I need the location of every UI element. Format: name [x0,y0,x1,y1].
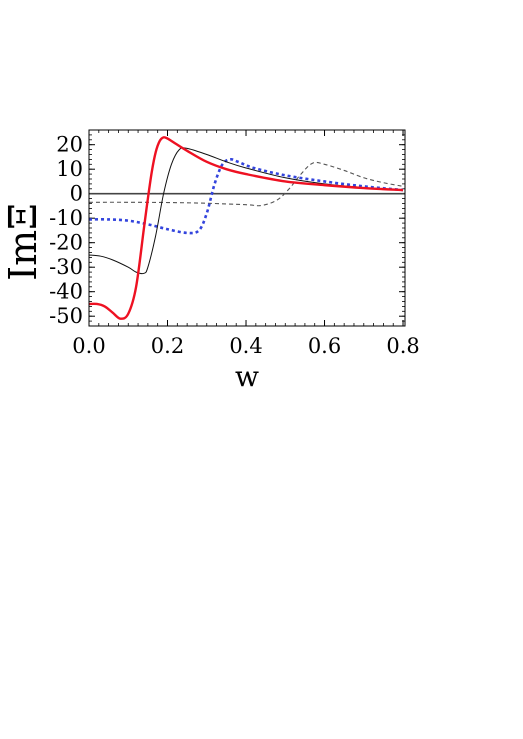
y-tick-label: -40 [49,280,83,304]
y-tick-label: 10 [56,157,83,181]
x-tick-label: 0.8 [386,334,419,358]
series-line-1 [88,161,404,207]
y-axis-label: ImΞ [1,203,45,281]
y-tick-label: -20 [49,231,83,255]
series-layer [88,136,404,320]
series-line-2 [88,158,404,235]
x-tick-label: 0.6 [308,334,341,358]
series-line-3 [88,147,404,275]
x-tick-label: 0.2 [151,334,184,358]
y-tick-label: 0 [70,182,83,206]
x-tick-label: 0.0 [72,334,105,358]
y-tick-label: -10 [49,206,83,230]
y-tick-label: 20 [56,133,83,157]
x-tick-label: 0.4 [229,334,262,358]
series-line-4 [88,136,404,320]
y-tick-label: -30 [49,255,83,279]
y-tick-label: -50 [49,304,83,328]
x-axis-label: w [235,360,259,393]
plot-frame [88,129,406,327]
